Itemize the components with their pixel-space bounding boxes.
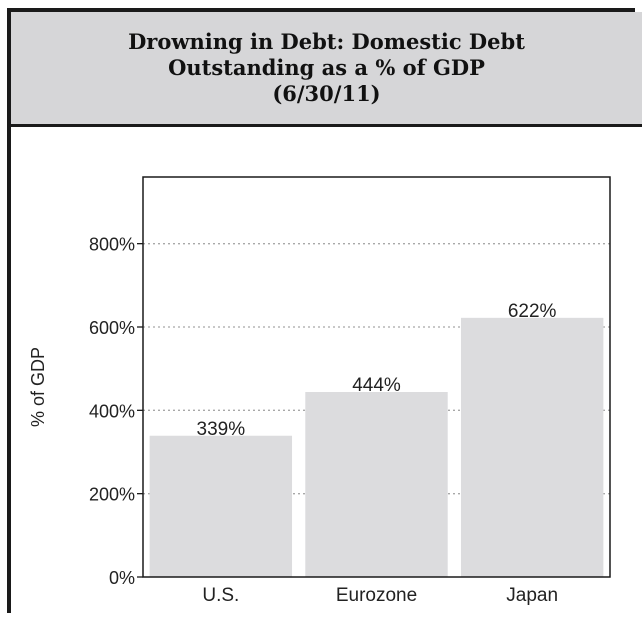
chart-title: Drowning in Debt: Domestic Debt Outstand… <box>128 29 525 106</box>
bar <box>305 392 448 577</box>
y-tick-label: 400% <box>89 401 135 421</box>
data-label: 339% <box>197 419 246 440</box>
y-tick-label: 0% <box>109 568 135 588</box>
title-box: Drowning in Debt: Domestic Debt Outstand… <box>11 12 642 127</box>
data-label: 444% <box>352 375 401 396</box>
chart-frame <box>7 8 635 613</box>
bars <box>149 317 604 577</box>
y-axis-ticks: 0% 200% 400% 600% 800% <box>89 235 143 588</box>
labels: 339% U.S. 444% Eurozone 622% Japan <box>197 301 559 606</box>
y-axis-title: % of GDP <box>28 347 48 427</box>
y-tick-label: 200% <box>89 485 135 505</box>
plot-border <box>142 176 611 578</box>
x-category-label: Japan <box>506 585 558 606</box>
y-tick-label: 600% <box>89 318 135 338</box>
bar <box>460 317 604 577</box>
data-label: 622% <box>508 301 557 322</box>
bar <box>149 435 293 577</box>
x-category-label: Eurozone <box>336 585 417 606</box>
y-tick-label: 800% <box>89 235 135 255</box>
x-category-label: U.S. <box>202 585 239 606</box>
